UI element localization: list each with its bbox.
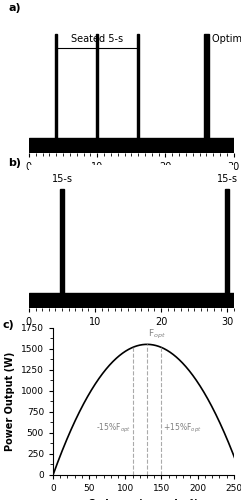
X-axis label: Time (minutes): Time (minutes) xyxy=(89,332,173,342)
Text: 15-s: 15-s xyxy=(217,174,238,184)
Text: Optimised 15-s: Optimised 15-s xyxy=(212,34,241,44)
Bar xyxy=(204,34,208,138)
Y-axis label: Power Output (W): Power Output (W) xyxy=(6,352,15,451)
Text: F$_{opt}$: F$_{opt}$ xyxy=(148,328,166,341)
Bar xyxy=(137,34,139,138)
Text: -15%F$_{opt}$: -15%F$_{opt}$ xyxy=(96,422,132,434)
X-axis label: Cadence (rev·min⁻¹): Cadence (rev·min⁻¹) xyxy=(88,498,199,500)
Text: b): b) xyxy=(8,158,21,168)
X-axis label: Time (minutes): Time (minutes) xyxy=(89,177,173,187)
Bar xyxy=(55,34,57,138)
Text: c): c) xyxy=(2,320,14,330)
Text: 15-s: 15-s xyxy=(52,174,73,184)
Text: Seated 5-s: Seated 5-s xyxy=(71,34,123,44)
Bar xyxy=(225,189,229,293)
Text: a): a) xyxy=(8,3,21,13)
Bar xyxy=(29,293,234,308)
Bar xyxy=(96,34,98,138)
Bar xyxy=(60,189,64,293)
Text: +15%F$_{opt}$: +15%F$_{opt}$ xyxy=(162,422,201,434)
Bar xyxy=(29,138,234,152)
